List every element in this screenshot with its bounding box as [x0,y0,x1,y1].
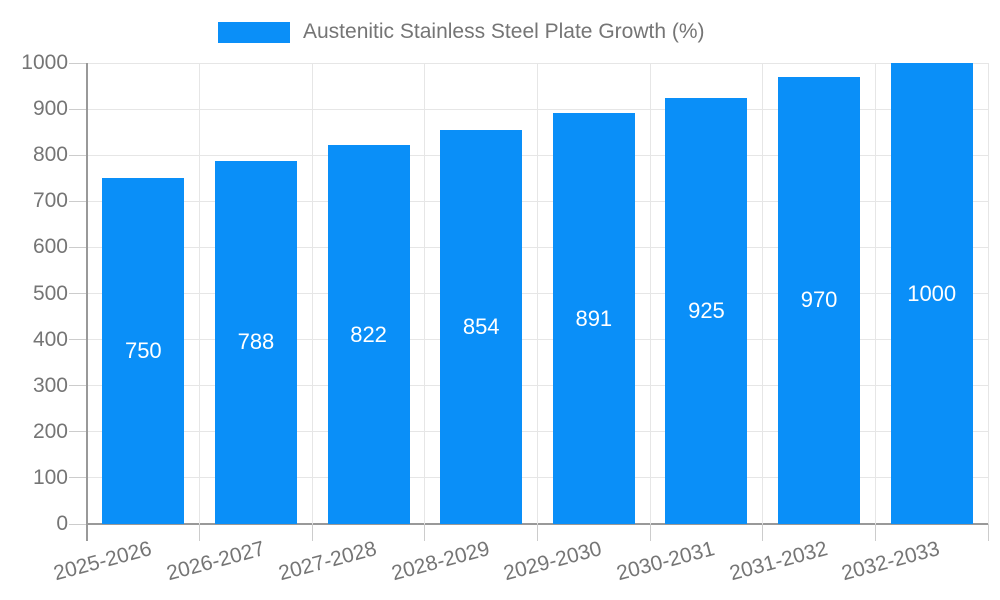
x-tick-label: 2032-2033 [839,537,943,586]
y-axis-tick [69,154,87,156]
x-axis-tick [762,524,764,541]
y-axis-tick [69,385,87,387]
bar [440,130,523,524]
x-axis-tick [987,524,989,541]
chart-legend: Austenitic Stainless Steel Plate Growth … [218,20,705,44]
y-tick-label: 1000 [21,51,68,74]
x-axis-tick [311,524,313,541]
y-axis-tick [69,431,87,433]
bar-value-label: 854 [462,314,500,340]
y-axis-tick [69,293,87,294]
bar [778,76,861,524]
y-tick-label: 500 [32,281,68,305]
gridline-vertical [987,63,989,524]
y-axis-tick [69,246,87,248]
legend-swatch [218,21,290,43]
x-tick-label: 2029-2030 [501,537,605,586]
x-axis-tick [424,524,426,541]
x-axis-tick [199,524,201,541]
x-axis-tick [649,524,651,541]
y-axis-tick [69,339,87,341]
gridline-vertical [199,63,201,524]
bar-value-label: 750 [124,338,162,364]
x-tick-label: 2028-2029 [388,537,492,586]
y-tick-label: 900 [32,97,68,121]
x-tick-label: 2025-2026 [51,537,155,586]
gridline-vertical [874,63,876,524]
gridline-vertical [649,63,651,524]
gridline-vertical [537,63,538,524]
bar-value-label: 970 [800,287,838,313]
gridline-vertical [424,63,426,524]
y-tick-label: 100 [32,465,68,489]
y-tick-label: 300 [32,373,68,397]
y-axis-tick [69,477,87,479]
gridline-vertical [311,63,313,524]
y-tick-label: 800 [32,143,68,167]
bar [552,113,635,524]
x-tick-label: 2027-2028 [276,537,380,586]
bar-value-label: 822 [350,321,387,347]
x-tick-label: 2031-2032 [726,537,830,586]
x-tick-label: 2030-2031 [614,537,718,586]
y-axis-line [86,63,88,541]
y-axis-tick [69,108,87,110]
y-axis-tick [69,62,87,64]
y-tick-label: 600 [32,235,68,259]
bar [102,178,185,524]
bar-value-label: 925 [688,297,725,323]
bar [890,63,973,524]
y-tick-label: 0 [56,512,68,535]
y-tick-label: 400 [32,327,68,351]
y-tick-label: 700 [32,189,68,213]
y-tick-label: 200 [32,419,68,443]
y-axis-tick [69,200,87,202]
gridline-vertical [762,63,764,524]
bar [327,145,410,524]
bar-value-label: 891 [575,305,613,331]
bar [665,97,748,524]
bar-value-label: 1000 [907,280,957,306]
bar-value-label: 788 [237,329,275,355]
x-axis-tick [874,524,876,541]
legend-label: Austenitic Stainless Steel Plate Growth … [303,20,705,43]
x-tick-label: 2026-2027 [163,537,267,586]
bar [214,160,297,524]
x-axis-tick [537,524,538,541]
y-axis-tick [69,523,87,525]
